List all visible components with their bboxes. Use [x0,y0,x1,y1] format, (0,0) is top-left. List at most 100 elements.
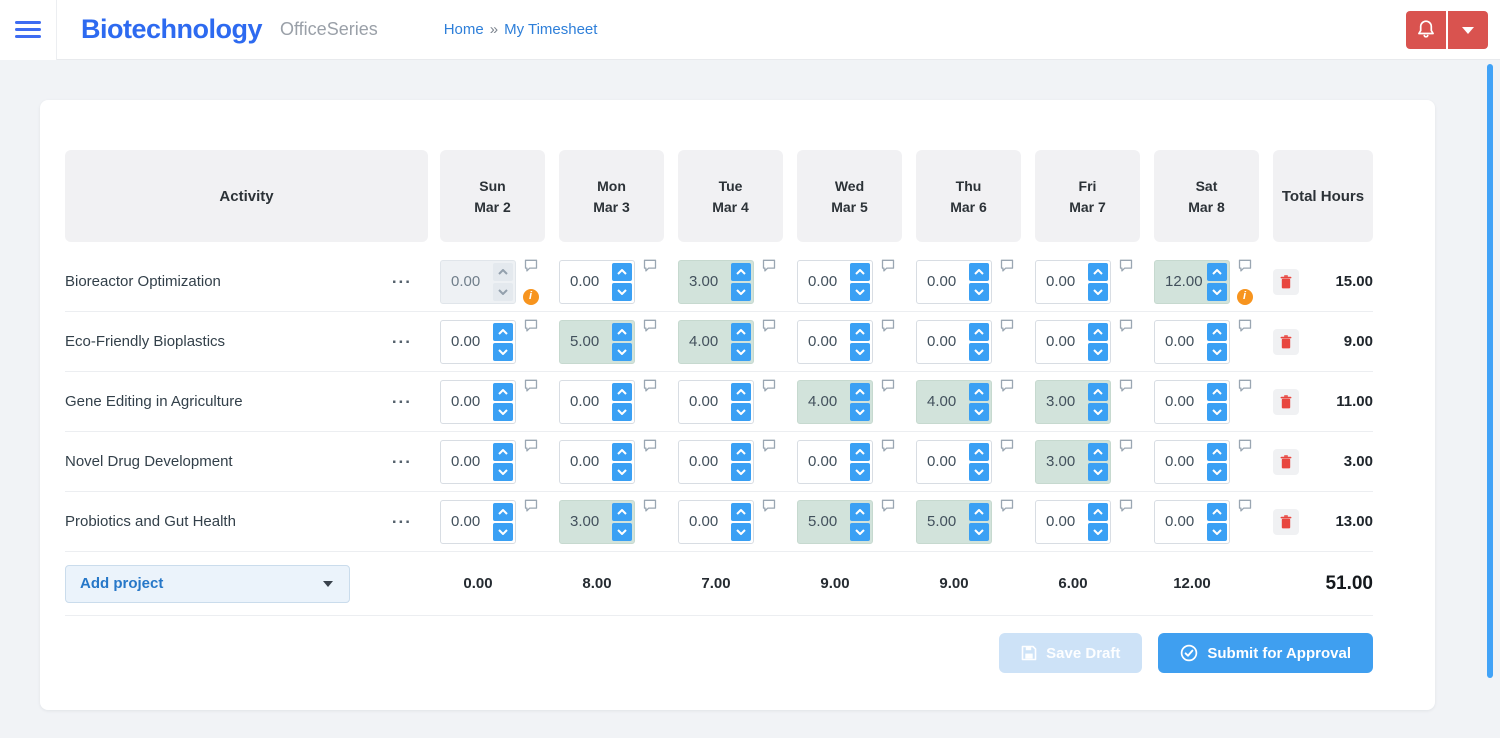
comment-icon[interactable] [1000,439,1014,452]
hours-input[interactable]: 0.00 [1154,319,1230,364]
increment-button[interactable] [1088,382,1108,401]
comment-icon[interactable] [524,319,538,332]
comment-icon[interactable] [643,439,657,452]
increment-button[interactable] [731,262,751,281]
hours-input[interactable]: 0.00 [1035,319,1111,364]
hours-input[interactable]: 4.00 [797,379,873,424]
decrement-button[interactable] [969,402,989,421]
row-menu-button[interactable]: ... [391,327,412,347]
hours-input[interactable]: 3.00 [678,259,754,304]
comment-icon[interactable] [643,259,657,272]
decrement-button[interactable] [612,282,632,301]
decrement-button[interactable] [731,522,751,541]
menu-button[interactable] [0,0,57,60]
hours-input[interactable]: 0.00 [916,259,992,304]
decrement-button[interactable] [731,282,751,301]
comment-icon[interactable] [1238,319,1252,332]
increment-button[interactable] [612,442,632,461]
comment-icon[interactable] [881,379,895,392]
delete-row-button[interactable] [1273,448,1299,475]
increment-button[interactable] [612,382,632,401]
hours-input[interactable]: 5.00 [797,499,873,544]
hours-input[interactable]: 0.00 [1154,499,1230,544]
decrement-button[interactable] [850,342,870,361]
decrement-button[interactable] [493,402,513,421]
hours-input[interactable]: 0.00 [678,439,754,484]
add-project-select[interactable]: Add project [65,564,350,603]
decrement-button[interactable] [850,462,870,481]
increment-button[interactable] [1207,262,1227,281]
comment-icon[interactable] [1238,379,1252,392]
decrement-button[interactable] [731,342,751,361]
hours-input[interactable]: 3.00 [1035,439,1111,484]
decrement-button[interactable] [612,402,632,421]
increment-button[interactable] [493,322,513,341]
increment-button[interactable] [612,502,632,521]
hours-input[interactable]: 4.00 [916,379,992,424]
delete-row-button[interactable] [1273,268,1299,295]
hours-input[interactable]: 0.00 [440,319,516,364]
comment-icon[interactable] [643,319,657,332]
hours-input[interactable]: 0.00 [678,379,754,424]
hours-input[interactable]: 3.00 [559,499,635,544]
hours-input[interactable]: 4.00 [678,319,754,364]
comment-icon[interactable] [1000,319,1014,332]
decrement-button[interactable] [1207,342,1227,361]
delete-row-button[interactable] [1273,388,1299,415]
increment-button[interactable] [850,262,870,281]
comment-icon[interactable] [524,379,538,392]
decrement-button[interactable] [1207,462,1227,481]
increment-button[interactable] [850,382,870,401]
save-draft-button[interactable]: Save Draft [999,633,1143,673]
decrement-button[interactable] [1088,462,1108,481]
increment-button[interactable] [493,382,513,401]
increment-button[interactable] [493,262,513,281]
decrement-button[interactable] [1088,282,1108,301]
comment-icon[interactable] [1119,439,1133,452]
row-menu-button[interactable]: ... [391,267,412,287]
comment-icon[interactable] [1238,259,1252,272]
scrollbar-thumb[interactable] [1487,64,1493,678]
comment-icon[interactable] [1000,379,1014,392]
increment-button[interactable] [969,262,989,281]
decrement-button[interactable] [493,522,513,541]
increment-button[interactable] [1207,322,1227,341]
breadcrumb-current-link[interactable]: My Timesheet [504,21,598,38]
submit-for-approval-button[interactable]: Submit for Approval [1158,633,1373,673]
increment-button[interactable] [969,502,989,521]
hours-input[interactable]: 0.00 [1035,259,1111,304]
hours-input[interactable]: 0.00 [797,439,873,484]
comment-icon[interactable] [1000,499,1014,512]
hours-input[interactable]: 5.00 [916,499,992,544]
increment-button[interactable] [1088,262,1108,281]
hours-input[interactable]: 0.00 [559,259,635,304]
increment-button[interactable] [612,262,632,281]
comment-icon[interactable] [1238,499,1252,512]
hours-input[interactable]: 0.00 [1154,379,1230,424]
increment-button[interactable] [1207,442,1227,461]
hours-input[interactable]: 0.00 [1035,499,1111,544]
row-menu-button[interactable]: ... [391,507,412,527]
decrement-button[interactable] [969,342,989,361]
decrement-button[interactable] [1207,522,1227,541]
increment-button[interactable] [1207,502,1227,521]
hours-input[interactable]: 0.00 [916,439,992,484]
increment-button[interactable] [969,382,989,401]
row-menu-button[interactable]: ... [391,447,412,467]
hours-input[interactable]: 0.00 [440,259,516,304]
decrement-button[interactable] [731,402,751,421]
hours-input[interactable]: 0.00 [678,499,754,544]
decrement-button[interactable] [850,522,870,541]
increment-button[interactable] [493,502,513,521]
breadcrumb-home-link[interactable]: Home [443,21,484,38]
hours-input[interactable]: 12.00 [1154,259,1230,304]
delete-row-button[interactable] [1273,328,1299,355]
hours-input[interactable]: 0.00 [559,439,635,484]
comment-icon[interactable] [881,439,895,452]
decrement-button[interactable] [969,522,989,541]
decrement-button[interactable] [969,282,989,301]
comment-icon[interactable] [1119,319,1133,332]
hours-input[interactable]: 0.00 [440,439,516,484]
notifications-button[interactable] [1406,11,1446,49]
comment-icon[interactable] [1119,499,1133,512]
